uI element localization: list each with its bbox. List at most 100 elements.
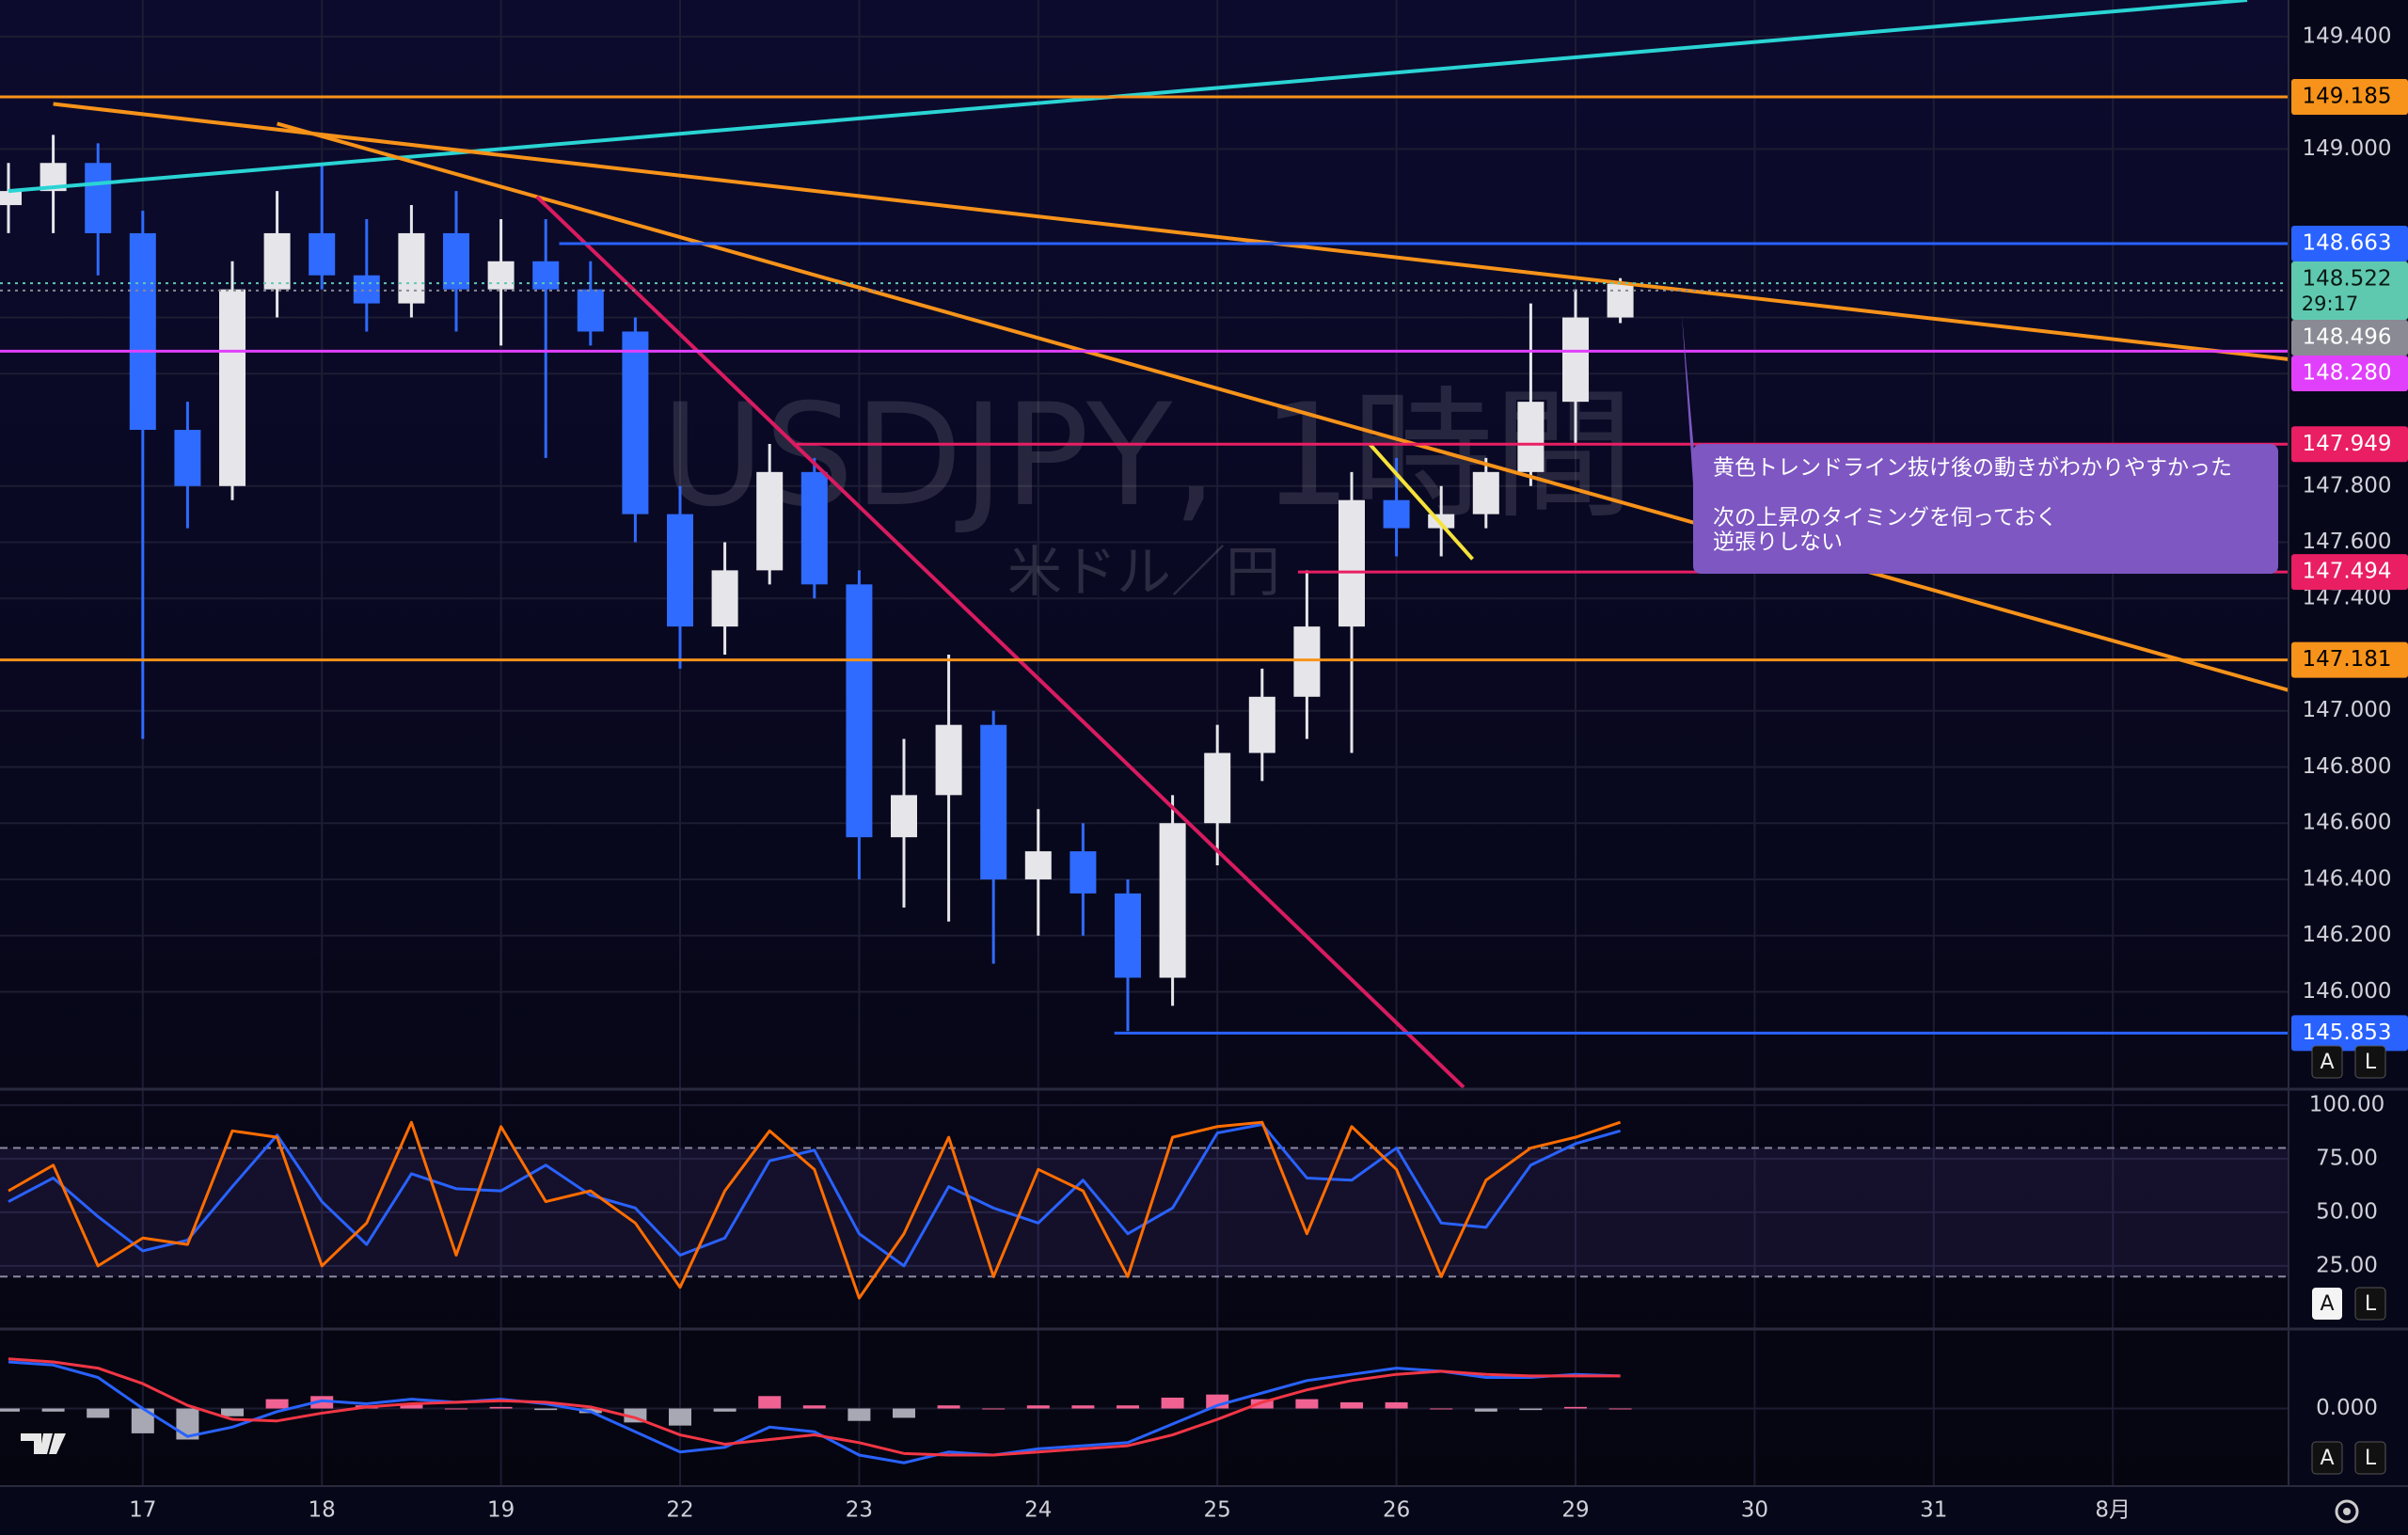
y-tick-label: 50.00 (2316, 1199, 2378, 1224)
log-button-label[interactable]: L (2365, 1051, 2377, 1074)
series-line (8, 1360, 1621, 1464)
histogram-bar (1519, 1408, 1543, 1411)
y-tick-label: 149.400 (2302, 24, 2391, 48)
auto-button-label[interactable]: A (2320, 1447, 2334, 1470)
candle-body (846, 584, 873, 838)
y-tick-label: 147.800 (2302, 473, 2391, 498)
annotation-text: 黄色トレンドライン抜け後の動きがわかりやすかった (1713, 456, 2232, 481)
candle-body (1115, 893, 1141, 978)
histogram-bar (713, 1408, 737, 1412)
candle-body (1517, 402, 1545, 472)
level-label-box (2291, 225, 2408, 261)
auto-button[interactable] (2311, 1045, 2343, 1079)
x-tick-label: 17 (129, 1498, 156, 1523)
x-tick-label: 19 (487, 1498, 515, 1523)
level-label-box (2291, 554, 2408, 591)
histogram-bar (1071, 1405, 1095, 1409)
log-button-label[interactable]: L (2365, 1292, 2377, 1316)
auto-button-label[interactable]: A (2320, 1051, 2334, 1074)
candle-body (1293, 626, 1321, 697)
level-label: 149.185 (2302, 85, 2391, 109)
log-button-label[interactable]: L (2365, 1447, 2377, 1470)
level-label-box (2291, 1015, 2408, 1052)
candle-body (711, 570, 738, 627)
histogram-bar (1340, 1401, 1363, 1409)
auto-button[interactable] (2311, 1441, 2343, 1475)
y-tick-label: 147.600 (2302, 530, 2391, 554)
x-tick-label: 22 (666, 1498, 693, 1523)
y-tick-label: 0.000 (2316, 1396, 2378, 1420)
candle-body (667, 514, 693, 627)
candle-body (1562, 317, 1589, 403)
x-tick-label: 30 (1741, 1498, 1768, 1523)
histogram-bar (1026, 1405, 1050, 1409)
histogram-bar (1161, 1397, 1184, 1409)
candle-body (1069, 851, 1097, 894)
histogram-bar (221, 1408, 244, 1416)
candle-body (487, 261, 515, 290)
series-line (8, 1120, 1622, 1300)
log-button[interactable] (2354, 1045, 2386, 1079)
histogram-bar (1474, 1408, 1497, 1412)
auto-button[interactable] (2312, 1288, 2342, 1320)
candle-body (1339, 499, 1365, 627)
plot-layer (0, 0, 2293, 1464)
x-tick-label: 23 (846, 1498, 873, 1523)
x-tick-label: 24 (1024, 1498, 1052, 1523)
y-tick-label: 146.400 (2302, 866, 2391, 891)
logo-mark (21, 1433, 66, 1454)
histogram-bar (0, 1408, 20, 1412)
y-tick-label: 25.00 (2316, 1253, 2378, 1277)
histogram-bar (445, 1408, 467, 1410)
y-tick-label: 146.000 (2302, 979, 2391, 1004)
x-tick-label: 25 (1204, 1498, 1231, 1523)
settings-icon[interactable] (2335, 1499, 2359, 1524)
histogram-bar (400, 1403, 423, 1409)
candle-body (532, 261, 560, 290)
y-tick-label: 75.00 (2316, 1146, 2378, 1170)
candle-body (219, 289, 246, 486)
settings-button[interactable] (2335, 1499, 2359, 1524)
histogram-bar (1608, 1408, 1632, 1410)
histogram-bar (534, 1408, 558, 1411)
histogram-bar (41, 1408, 65, 1412)
level-label-box (2291, 319, 2408, 356)
log-button[interactable] (2354, 1287, 2386, 1321)
level-label: 147.181 (2302, 647, 2391, 672)
histogram-bar (1430, 1408, 1453, 1410)
candle-body (263, 232, 291, 290)
tv-logo (21, 1433, 66, 1454)
histogram-bar (87, 1408, 110, 1418)
candle-body (1607, 283, 1634, 318)
level-label-box (2291, 79, 2408, 116)
histogram-bar (1117, 1405, 1139, 1409)
series-line (8, 1122, 1622, 1268)
log-button[interactable] (2354, 1441, 2386, 1475)
scale-buttons: A L A L A L (2311, 1045, 2386, 1475)
level-label: 148.496 (2302, 324, 2391, 349)
candle-body (980, 724, 1007, 879)
level-label: 148.280 (2302, 360, 2391, 385)
auto-button-label[interactable]: A (2320, 1292, 2334, 1316)
x-tick-label: 31 (1920, 1498, 1947, 1523)
level-label-box (2291, 355, 2408, 391)
trend-line (1368, 442, 1475, 561)
candle-body (1248, 696, 1275, 753)
stoch-band (0, 1147, 2289, 1277)
level-label-box (2291, 426, 2408, 463)
candle-body (800, 471, 828, 585)
settings-icon-center[interactable] (2343, 1508, 2351, 1515)
y-tick-label: 100.00 (2309, 1092, 2384, 1116)
y-tick-label: 146.800 (2302, 754, 2391, 779)
candle-body (935, 724, 962, 796)
histogram-bar (982, 1408, 1006, 1410)
annotation-box (1693, 444, 2278, 574)
annotation-text: 次の上昇のタイミングを伺っておく (1713, 506, 2057, 530)
candle-body (398, 232, 425, 304)
y-tick-label: 147.000 (2302, 698, 2391, 722)
candle-body (174, 430, 201, 486)
candle-body (1383, 499, 1410, 529)
level-label: 148.522 (2302, 266, 2391, 291)
